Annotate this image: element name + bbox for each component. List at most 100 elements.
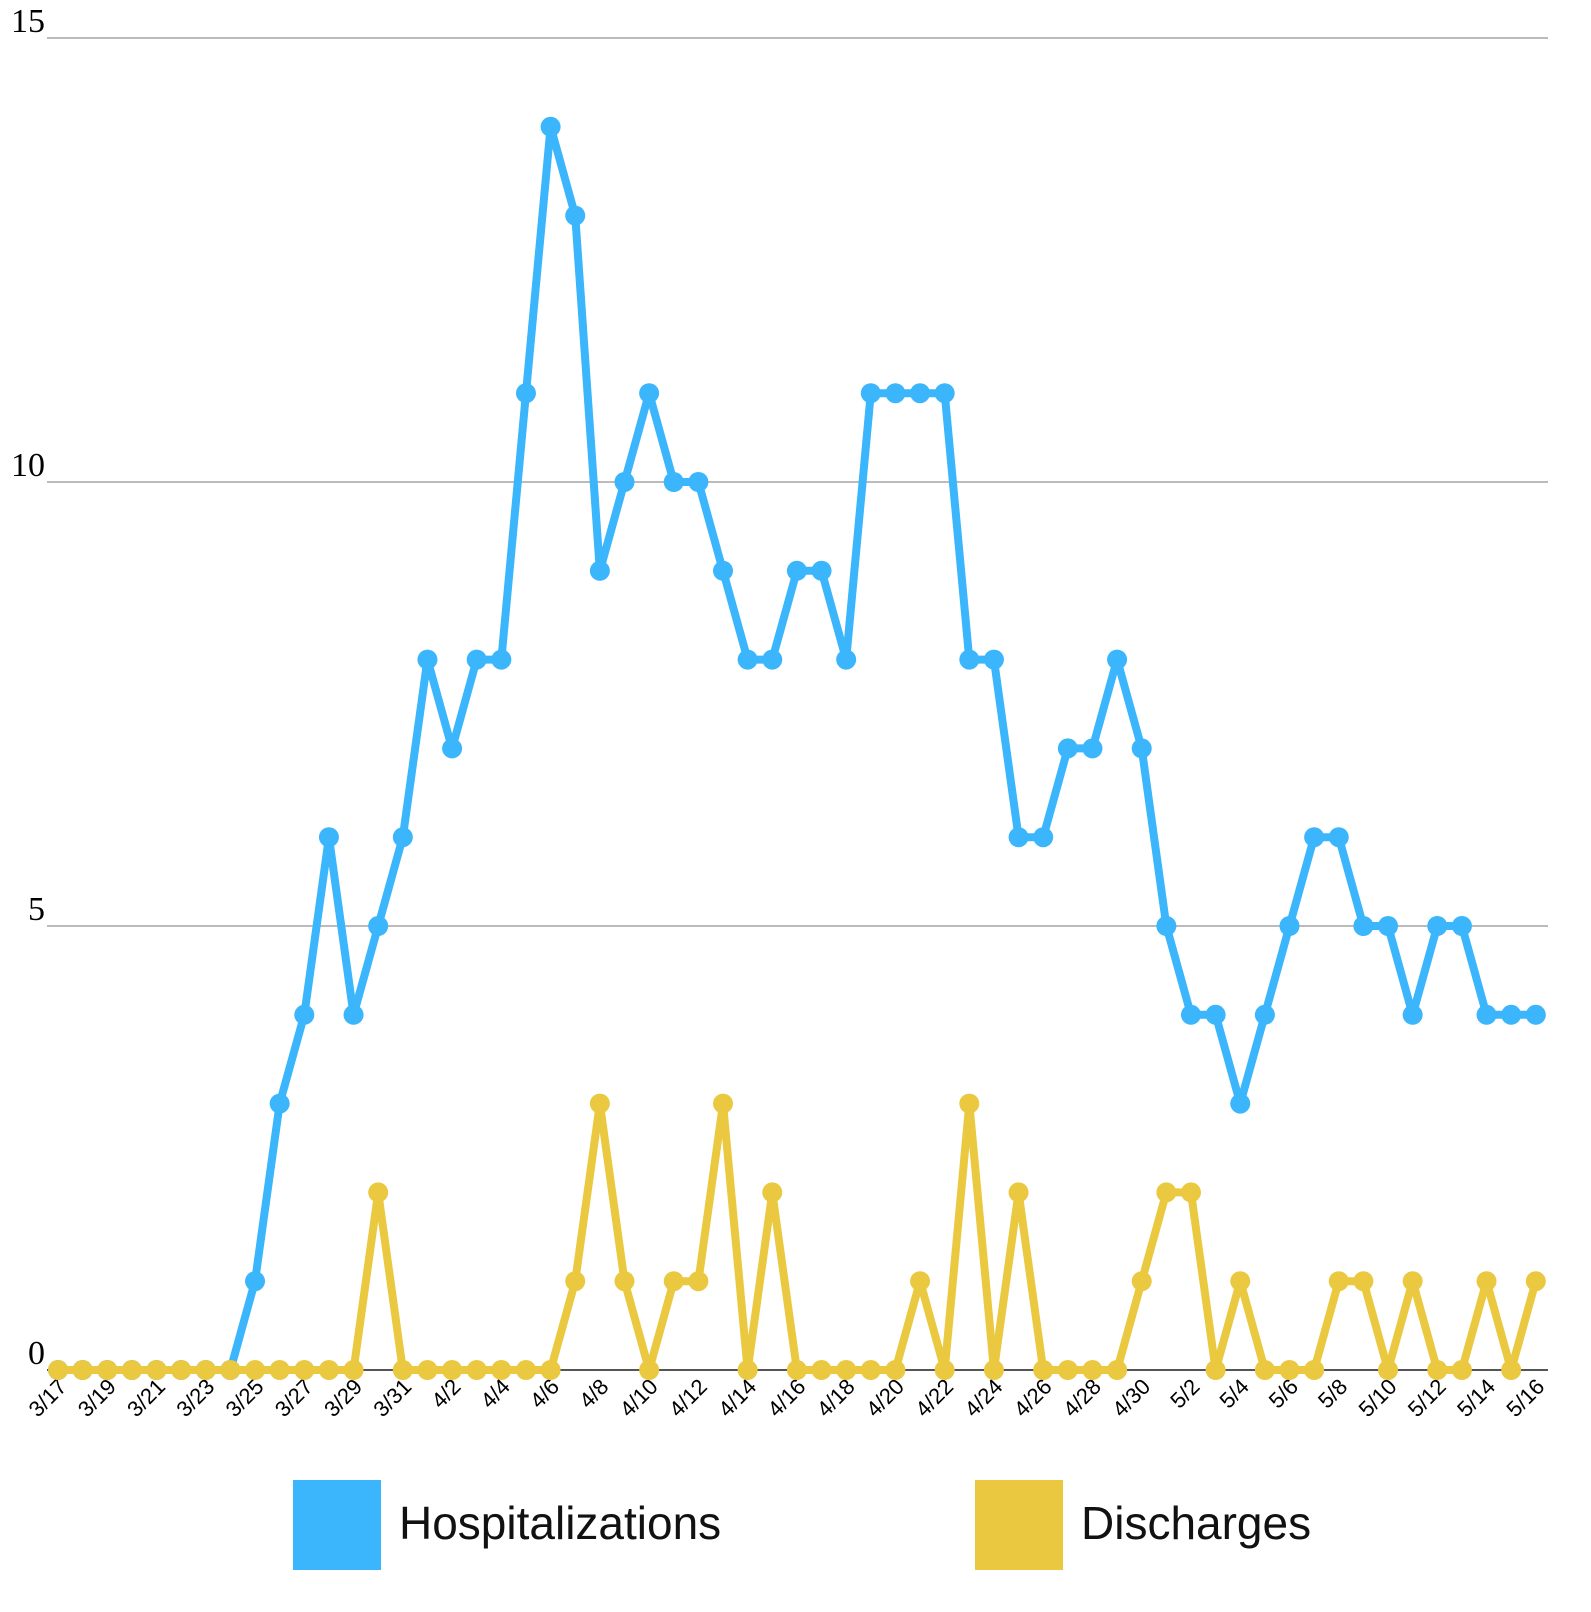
point xyxy=(343,1004,364,1025)
point xyxy=(639,1360,660,1380)
y-tick-label: 5 xyxy=(28,891,45,928)
point xyxy=(269,1360,290,1380)
x-tick-label: 5/16 xyxy=(1501,1374,1549,1422)
point xyxy=(318,1360,339,1380)
point xyxy=(294,1360,315,1380)
x-tick-label: 5/8 xyxy=(1313,1374,1352,1413)
point xyxy=(1008,1182,1029,1203)
point xyxy=(811,1360,832,1380)
point xyxy=(1180,1182,1201,1203)
point xyxy=(392,827,413,848)
point xyxy=(442,1360,463,1380)
point xyxy=(836,1360,857,1380)
point xyxy=(1082,738,1103,759)
x-tick-label: 4/18 xyxy=(812,1374,860,1422)
point xyxy=(417,1360,438,1380)
point xyxy=(786,1360,807,1380)
point xyxy=(737,1360,758,1380)
point xyxy=(614,1271,635,1292)
point xyxy=(910,383,931,404)
point xyxy=(762,1182,783,1203)
point xyxy=(1254,1004,1275,1025)
x-tick-label: 5/14 xyxy=(1452,1374,1500,1422)
y-tick-label: 10 xyxy=(11,447,45,484)
point xyxy=(639,383,660,404)
point xyxy=(959,1093,980,1114)
x-tick-label: 3/27 xyxy=(270,1374,318,1422)
x-tick-label: 3/31 xyxy=(368,1374,416,1422)
point xyxy=(146,1360,167,1380)
y-tick-label: 0 xyxy=(28,1335,45,1372)
point xyxy=(1205,1004,1226,1025)
point xyxy=(1279,1360,1300,1380)
x-tick-label: 5/4 xyxy=(1214,1374,1253,1413)
plot xyxy=(48,116,1546,1380)
point xyxy=(1131,1271,1152,1292)
point xyxy=(1107,649,1128,670)
point xyxy=(1501,1360,1522,1380)
point xyxy=(1353,916,1374,936)
point xyxy=(934,1360,955,1380)
x-tick-label: 5/2 xyxy=(1165,1374,1204,1413)
legend-swatch xyxy=(293,1480,381,1570)
point xyxy=(1451,916,1472,936)
point xyxy=(269,1093,290,1114)
point xyxy=(1033,827,1054,848)
x-tick-label: 4/26 xyxy=(1009,1374,1057,1422)
point xyxy=(540,116,561,137)
point xyxy=(1205,1360,1226,1380)
point xyxy=(1033,1360,1054,1380)
point xyxy=(1476,1004,1497,1025)
point xyxy=(836,649,857,670)
x-tick-label: 3/19 xyxy=(73,1374,121,1422)
point xyxy=(688,472,709,492)
legend-swatch xyxy=(975,1480,1063,1570)
point xyxy=(540,1360,561,1380)
point xyxy=(368,1182,389,1203)
x-tick-label: 4/8 xyxy=(574,1374,613,1413)
point xyxy=(663,1271,684,1292)
point xyxy=(318,827,339,848)
point xyxy=(392,1360,413,1380)
legend-label: Hospitalizations xyxy=(399,1497,721,1549)
point xyxy=(713,560,734,581)
x-tick-label: 5/10 xyxy=(1354,1374,1402,1422)
point xyxy=(1156,916,1177,936)
x-tick-label: 4/16 xyxy=(762,1374,810,1422)
legend-label: Discharges xyxy=(1081,1497,1311,1549)
point xyxy=(343,1360,364,1380)
point xyxy=(1230,1271,1251,1292)
point xyxy=(1304,827,1325,848)
point xyxy=(417,649,438,670)
point xyxy=(1378,1360,1399,1380)
point xyxy=(1378,916,1399,936)
point xyxy=(983,1360,1004,1380)
point xyxy=(121,1360,142,1380)
point xyxy=(565,1271,586,1292)
point xyxy=(737,649,758,670)
x-tick-label: 4/30 xyxy=(1107,1374,1155,1422)
point xyxy=(245,1360,266,1380)
point xyxy=(589,560,610,581)
point xyxy=(171,1360,192,1380)
point xyxy=(1353,1271,1374,1292)
x-tick-label: 3/23 xyxy=(171,1374,219,1422)
point xyxy=(1057,1360,1078,1380)
x-tick-label: 4/2 xyxy=(426,1374,465,1413)
point xyxy=(245,1271,266,1292)
point xyxy=(294,1004,315,1025)
point xyxy=(1525,1271,1546,1292)
point xyxy=(934,383,955,404)
point xyxy=(48,1360,68,1380)
x-tick-label: 4/12 xyxy=(664,1374,712,1422)
point xyxy=(811,560,832,581)
point xyxy=(220,1360,241,1380)
point xyxy=(491,649,512,670)
point xyxy=(713,1093,734,1114)
point xyxy=(442,738,463,759)
point xyxy=(1008,827,1029,848)
x-tick-label: 4/24 xyxy=(960,1374,1008,1422)
point xyxy=(885,383,906,404)
point xyxy=(368,916,389,936)
point xyxy=(663,472,684,492)
